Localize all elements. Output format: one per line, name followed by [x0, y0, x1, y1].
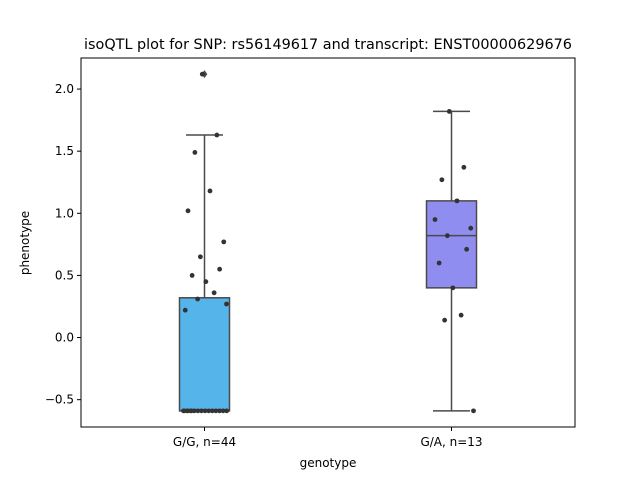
data-point [197, 254, 203, 260]
x-axis: G/G, n=44 G/A, n=13 [173, 427, 483, 449]
data-point [217, 408, 222, 414]
y-axis: −0.5 0.0 0.5 1.0 1.5 2.0 [45, 82, 81, 407]
chart-title: isoQTL plot for SNP: rs56149617 and tran… [84, 37, 572, 53]
x-tick-label: G/G, n=44 [173, 435, 236, 449]
data-point [202, 408, 208, 414]
data-point [221, 239, 227, 245]
axes-frame [80, 57, 576, 428]
data-point [199, 408, 204, 414]
data-point [185, 208, 191, 214]
data-point [185, 408, 191, 414]
data-point [214, 132, 220, 138]
data-point [432, 217, 438, 222]
box-iqr [178, 297, 231, 412]
data-point [224, 301, 229, 307]
data-point [206, 408, 212, 414]
data-point [207, 188, 213, 194]
y-tick-label: 0.0 [55, 331, 74, 345]
y-tick-label: −0.5 [45, 393, 74, 407]
plot-area [178, 70, 478, 414]
y-tick-label: 2.0 [55, 82, 74, 96]
data-point [464, 246, 470, 252]
data-point [450, 285, 456, 291]
data-point [213, 408, 219, 414]
y-axis-label: phenotype [18, 211, 32, 275]
data-point [458, 312, 464, 318]
data-point [189, 408, 194, 414]
data-point [439, 177, 445, 183]
data-point [192, 150, 198, 155]
data-point [461, 164, 467, 170]
data-point [436, 260, 442, 266]
data-point [181, 408, 187, 414]
data-point [444, 233, 450, 239]
data-point [224, 408, 230, 414]
y-tick-label: 0.5 [55, 268, 74, 282]
x-tick-label: G/A, n=13 [420, 435, 482, 449]
data-point [195, 408, 201, 414]
data-point [189, 273, 195, 278]
y-tick-label: 1.5 [55, 144, 74, 158]
data-point [199, 71, 205, 77]
data-point [195, 296, 201, 302]
y-tick-label: 1.0 [55, 206, 74, 220]
data-point [209, 408, 215, 414]
data-point [182, 307, 188, 313]
data-point [442, 317, 448, 323]
data-point [211, 290, 217, 296]
box-iqr [425, 200, 478, 289]
data-point [217, 266, 223, 272]
data-point [446, 109, 452, 114]
data-point [203, 279, 209, 285]
box-group [178, 70, 231, 414]
data-point [220, 408, 226, 414]
data-point [468, 225, 474, 231]
x-axis-label: genotype [300, 456, 357, 470]
data-point [471, 408, 476, 414]
data-point [454, 198, 460, 204]
box-group [425, 109, 478, 414]
